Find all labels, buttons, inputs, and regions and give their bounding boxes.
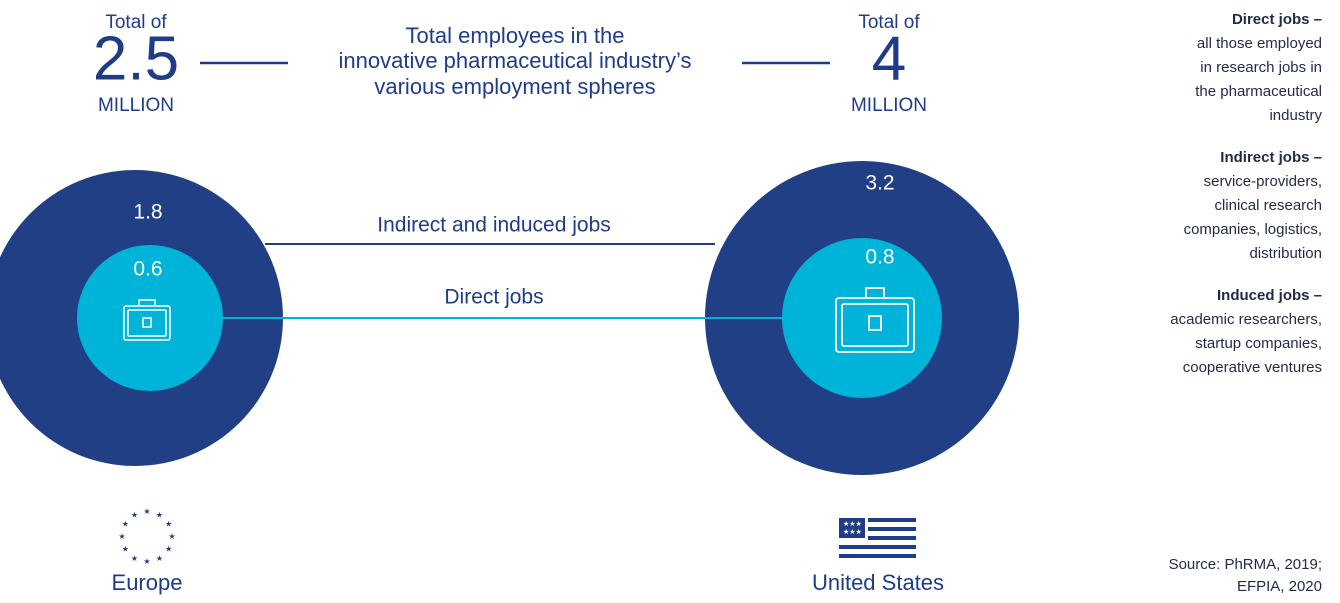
us-indirect-value: 3.2	[865, 172, 894, 195]
direct-label: Direct jobs	[444, 286, 543, 309]
us-briefcase-icon	[835, 287, 915, 353]
europe-briefcase-icon	[123, 299, 171, 341]
us-name: United States	[812, 570, 944, 595]
note-term: Indirect jobs –	[1220, 149, 1322, 166]
note-line: service-providers,	[1204, 173, 1322, 190]
star: ★	[168, 532, 175, 541]
source-line: Source: PhRMA, 2019;	[1169, 556, 1322, 573]
star: ★	[122, 545, 129, 554]
title-line: innovative pharmaceutical industry’s	[339, 48, 692, 73]
source-line: EFPIA, 2020	[1237, 578, 1322, 595]
us-flag-icon: ★★★★★★	[839, 518, 916, 558]
note-line: all those employed	[1197, 35, 1322, 52]
note-line: cooperative ventures	[1183, 359, 1322, 376]
europe-total-unit: MILLION	[98, 95, 174, 116]
us-inner-circle	[782, 238, 942, 398]
us-total-prefix: Total of	[858, 12, 920, 33]
star: ★	[156, 554, 163, 563]
title-line: Total employees in the	[406, 23, 625, 48]
star: ★	[122, 520, 129, 529]
star: ★	[165, 520, 172, 529]
europe-name: Europe	[112, 570, 183, 595]
europe-total-prefix: Total of	[105, 12, 167, 33]
title-line: various employment spheres	[374, 74, 655, 99]
star: ★	[143, 507, 150, 516]
star: ★	[118, 532, 125, 541]
star: ★	[131, 510, 138, 519]
note-line: the pharmaceutical	[1195, 83, 1322, 100]
europe-total: 2.5	[93, 24, 179, 93]
note-line: clinical research	[1214, 197, 1322, 214]
note-line: startup companies,	[1195, 335, 1322, 352]
svg-text:★★★: ★★★	[843, 528, 862, 536]
note-line: academic researchers,	[1170, 311, 1322, 328]
note-line: in research jobs in	[1200, 59, 1322, 76]
us-direct-value: 0.8	[865, 246, 894, 269]
note-line: industry	[1269, 107, 1322, 124]
us-total: 4	[872, 24, 906, 93]
notes: Direct jobs – all those employed in resear…	[1170, 11, 1322, 376]
star: ★	[131, 554, 138, 563]
eu-flag-icon: ★ ★★★★★★★★★★★	[118, 507, 175, 566]
star: ★	[165, 545, 172, 554]
indirect-label: Indirect and induced jobs	[377, 214, 611, 237]
note-term: Direct jobs –	[1232, 11, 1322, 28]
us-total-unit: MILLION	[851, 95, 927, 116]
europe-indirect-value: 1.8	[133, 201, 162, 224]
note-term: Induced jobs –	[1217, 287, 1322, 304]
note-line: companies, logistics,	[1184, 221, 1322, 238]
star: ★	[156, 510, 163, 519]
star: ★	[143, 557, 150, 566]
note-line: distribution	[1249, 245, 1322, 262]
svg-text:★★★: ★★★	[843, 520, 862, 528]
europe-direct-value: 0.6	[133, 258, 162, 281]
